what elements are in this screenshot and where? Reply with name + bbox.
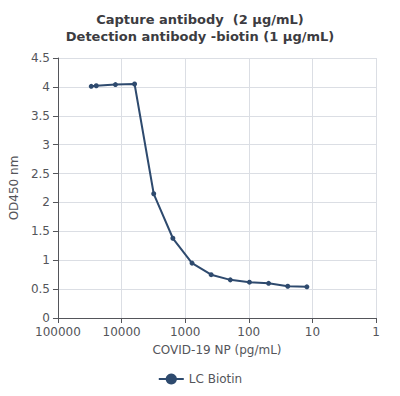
svg-text:1.5: 1.5 — [31, 224, 50, 238]
svg-text:0.5: 0.5 — [31, 282, 50, 296]
svg-text:1: 1 — [372, 325, 380, 339]
svg-text:OD450 nm: OD450 nm — [7, 156, 21, 221]
svg-text:10: 10 — [305, 325, 320, 339]
svg-text:4: 4 — [42, 80, 50, 94]
svg-text:100: 100 — [237, 325, 260, 339]
svg-text:0: 0 — [42, 311, 50, 325]
svg-text:3: 3 — [42, 138, 50, 152]
svg-text:3.5: 3.5 — [31, 109, 50, 123]
svg-text:2: 2 — [42, 195, 50, 209]
svg-text:Capture antibody (2 μg/mL): Capture antibody (2 μg/mL) — [96, 12, 304, 27]
svg-text:10000: 10000 — [102, 325, 140, 339]
svg-text:2.5: 2.5 — [31, 167, 50, 181]
svg-text:Detection antibody -biotin (1: Detection antibody -biotin (1 μg/mL) — [66, 29, 334, 44]
svg-text:LC Biotin: LC Biotin — [189, 372, 242, 386]
svg-text:1000: 1000 — [170, 325, 201, 339]
svg-text:4.5: 4.5 — [31, 51, 50, 65]
svg-text:1: 1 — [42, 253, 50, 267]
svg-text:100000: 100000 — [35, 325, 81, 339]
svg-text:COVID-19 NP (pg/mL): COVID-19 NP (pg/mL) — [152, 343, 281, 357]
